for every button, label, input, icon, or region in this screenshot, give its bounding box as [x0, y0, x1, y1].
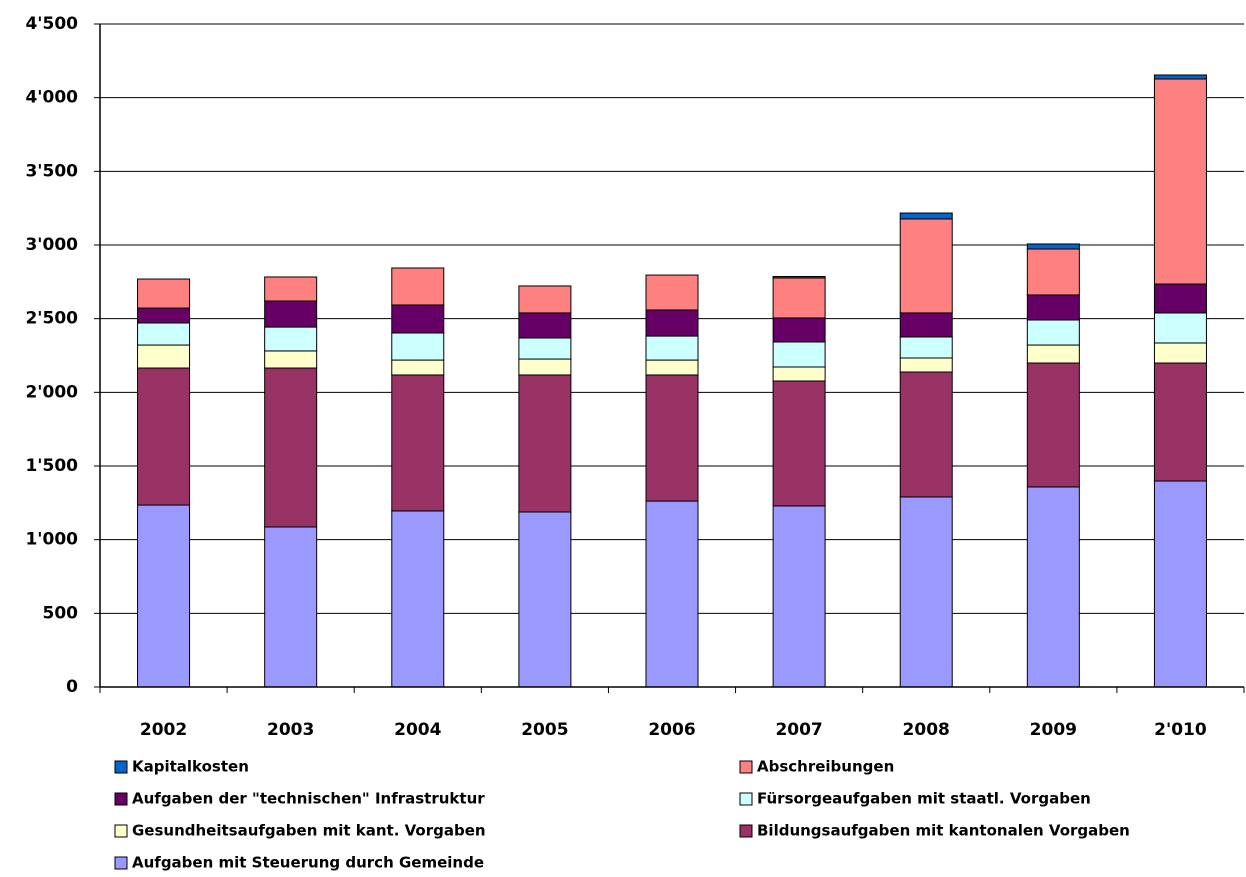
x-tick-label: 2009 [1030, 720, 1077, 740]
bar-segment [264, 526, 318, 688]
bar-segment [518, 358, 572, 376]
y-tick-label: 500 [43, 603, 79, 623]
bar-segment [1153, 312, 1207, 344]
bar-segment [899, 496, 953, 688]
legend-swatch [114, 824, 128, 838]
bar-segment [518, 374, 572, 513]
legend-label: Aufgaben der "technischen" Infrastruktur [132, 790, 485, 808]
bar-segment [899, 312, 953, 338]
y-tick-label: 3'500 [25, 161, 78, 181]
bar-segment [264, 300, 318, 328]
bar-segment [899, 357, 953, 373]
y-tick-label: 4'000 [25, 88, 78, 108]
x-tick-label: 2007 [775, 720, 822, 740]
bar-segment [1153, 74, 1207, 80]
legend-label: Abschreibungen [757, 758, 894, 776]
legend-swatch [739, 824, 753, 838]
bar-segment [772, 276, 826, 279]
x-tick-label: 2005 [521, 720, 568, 740]
bar-segment [1026, 344, 1080, 364]
legend-swatch [114, 792, 128, 806]
y-tick-label: 2'500 [25, 309, 78, 329]
bar-segment [645, 274, 699, 311]
bar-segment [899, 336, 953, 359]
bar-segment [391, 374, 445, 512]
bar-segment [137, 307, 191, 324]
bar-segment [391, 267, 445, 306]
legend-swatch [739, 792, 753, 806]
bar-segment [772, 366, 826, 382]
bar-segment [518, 312, 572, 339]
bar-segment [137, 344, 191, 369]
bar-segment [1026, 243, 1080, 250]
bar-segment [1026, 362, 1080, 488]
legend-label: Fürsorgeaufgaben mit staatl. Vorgaben [757, 790, 1091, 808]
bar-segment [518, 337, 572, 360]
x-tick-label: 2008 [903, 720, 950, 740]
y-tick-label: 4'500 [25, 14, 78, 34]
bar-segment [391, 359, 445, 376]
bar-segment [518, 285, 572, 314]
x-tick-label: 2003 [267, 720, 314, 740]
bar-segment [1153, 283, 1207, 314]
bar-segment [772, 380, 826, 507]
bar-segment [899, 212, 953, 220]
bar-segment [1153, 342, 1207, 364]
legend-label: Gesundheitsaufgaben mit kant. Vorgaben [132, 822, 486, 840]
bar-segment [391, 510, 445, 688]
bar-segment [1026, 319, 1080, 346]
bar-segment [391, 332, 445, 361]
x-tick-label: 2004 [394, 720, 441, 740]
bar-segment [645, 309, 699, 337]
legend-swatch [114, 760, 128, 774]
y-tick-label: 0 [66, 677, 78, 697]
bar-segment [391, 304, 445, 334]
bar-segment [899, 371, 953, 498]
bar-segment [137, 504, 191, 688]
y-tick-label: 1'000 [25, 530, 78, 550]
bar-segment [137, 278, 191, 309]
bar-segment [1153, 78, 1207, 285]
bar-segment [772, 341, 826, 368]
y-tick-label: 2'000 [25, 382, 78, 402]
bar-segment [772, 317, 826, 343]
legend-swatch [114, 856, 128, 870]
bar-segment [137, 322, 191, 346]
bar-segment [1026, 248, 1080, 296]
bar-segment [264, 350, 318, 369]
legend-label: Aufgaben mit Steuerung durch Gemeinde [132, 854, 484, 872]
bar-segment [645, 359, 699, 376]
bar-segment [645, 335, 699, 361]
bar-segment [264, 276, 318, 302]
legend-label: Bildungsaufgaben mit kantonalen Vorgaben [757, 822, 1130, 840]
bar-segment [137, 367, 191, 506]
legend-swatch [739, 760, 753, 774]
bar-segment [772, 277, 826, 319]
x-tick-label: 2002 [140, 720, 187, 740]
x-tick-label: 2'010 [1154, 720, 1207, 740]
bar-segment [1153, 480, 1207, 688]
bar-segment [772, 505, 826, 688]
bar-segment [645, 500, 699, 688]
bar-segment [1153, 362, 1207, 482]
y-tick-label: 3'000 [25, 235, 78, 255]
bar-segment [264, 367, 318, 528]
bar-segment [899, 218, 953, 314]
bar-segment [518, 511, 572, 688]
bar-segment [645, 374, 699, 502]
y-tick-label: 1'500 [25, 456, 78, 476]
bar-segment [264, 326, 318, 352]
bar-segment [1026, 486, 1080, 688]
bar-segment [1026, 294, 1080, 321]
legend-label: Kapitalkosten [132, 758, 249, 776]
x-tick-label: 2006 [648, 720, 695, 740]
